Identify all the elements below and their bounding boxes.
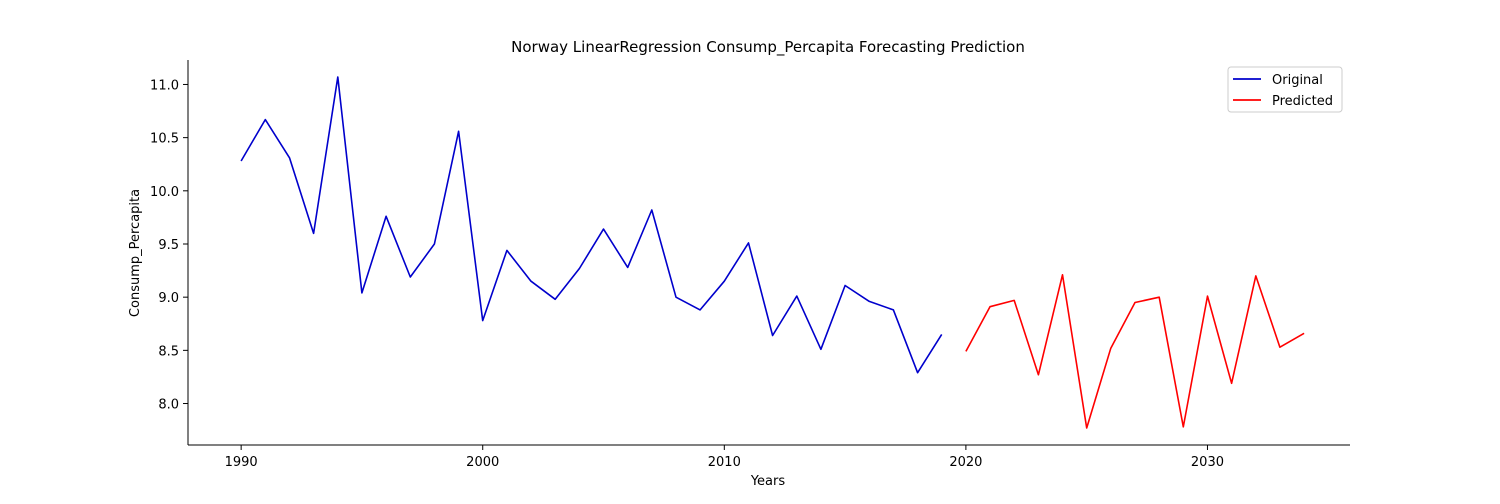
data-point-predicted bbox=[1037, 374, 1039, 376]
data-point-original bbox=[626, 266, 628, 268]
legend-label-predicted: Predicted bbox=[1272, 94, 1333, 109]
data-point-predicted bbox=[989, 306, 991, 308]
data-point-original bbox=[337, 76, 339, 78]
y-tick-label: 9.0 bbox=[158, 291, 179, 306]
data-point-predicted bbox=[1085, 427, 1087, 429]
y-tick-label: 10.0 bbox=[150, 185, 179, 200]
y-tick-label: 11.0 bbox=[150, 78, 179, 93]
y-tick-label: 9.5 bbox=[158, 238, 179, 253]
data-point-original bbox=[796, 295, 798, 297]
data-point-predicted bbox=[1158, 296, 1160, 298]
series-lines bbox=[240, 76, 1305, 429]
data-point-original bbox=[602, 228, 604, 230]
x-tick-label: 2020 bbox=[949, 455, 982, 470]
data-point-original bbox=[288, 157, 290, 159]
data-point-original bbox=[457, 130, 459, 132]
x-tick-label: 2030 bbox=[1191, 455, 1224, 470]
data-point-original bbox=[361, 292, 363, 294]
y-tick-label: 8.0 bbox=[158, 398, 179, 413]
data-point-original bbox=[771, 334, 773, 336]
data-point-original bbox=[892, 309, 894, 311]
data-point-original bbox=[240, 160, 242, 162]
data-point-original bbox=[844, 284, 846, 286]
data-point-predicted bbox=[1110, 347, 1112, 349]
data-point-original bbox=[578, 267, 580, 269]
data-point-original bbox=[941, 333, 943, 335]
data-point-original bbox=[506, 249, 508, 251]
data-point-original bbox=[916, 371, 918, 373]
data-point-original bbox=[264, 118, 266, 120]
data-point-predicted bbox=[1230, 382, 1232, 384]
data-point-original bbox=[820, 348, 822, 350]
data-point-predicted bbox=[1303, 332, 1305, 334]
x-tick-label: 2000 bbox=[466, 455, 499, 470]
legend-label-original: Original bbox=[1272, 73, 1323, 88]
data-point-original bbox=[723, 280, 725, 282]
y-tick-label: 10.5 bbox=[150, 132, 179, 147]
data-point-original bbox=[530, 280, 532, 282]
data-point-original bbox=[699, 309, 701, 311]
data-point-predicted bbox=[1061, 274, 1063, 276]
series-line-original bbox=[240, 76, 943, 374]
data-point-original bbox=[312, 232, 314, 234]
data-point-original bbox=[747, 242, 749, 244]
data-point-predicted bbox=[1206, 295, 1208, 297]
data-point-predicted bbox=[1279, 346, 1281, 348]
chart-title: Norway LinearRegression Consump_Percapit… bbox=[511, 38, 1025, 57]
data-point-original bbox=[554, 298, 556, 300]
data-point-predicted bbox=[1255, 275, 1257, 277]
y-tick-label: 8.5 bbox=[158, 344, 179, 359]
data-point-predicted bbox=[1134, 301, 1136, 303]
series-line-predicted bbox=[965, 273, 1305, 429]
data-point-original bbox=[675, 296, 677, 298]
x-tick-label: 1990 bbox=[225, 455, 258, 470]
data-point-original bbox=[868, 300, 870, 302]
data-point-original bbox=[482, 319, 484, 321]
y-axis-label: Consump_Percapita bbox=[128, 189, 143, 317]
x-axis-label: Years bbox=[750, 474, 786, 489]
data-point-predicted bbox=[1013, 299, 1015, 301]
data-point-predicted bbox=[1182, 426, 1184, 428]
data-point-original bbox=[385, 215, 387, 217]
data-point-original bbox=[433, 243, 435, 245]
x-tick-label: 2010 bbox=[708, 455, 741, 470]
data-point-predicted bbox=[965, 350, 967, 352]
data-point-original bbox=[409, 276, 411, 278]
legend: Original Predicted bbox=[1227, 66, 1343, 113]
axes: 1990 2000 2010 2020 2030 8.0 8.5 9.0 9.5 10.0 10.5… bbox=[150, 60, 1350, 470]
data-point-original bbox=[651, 209, 653, 211]
